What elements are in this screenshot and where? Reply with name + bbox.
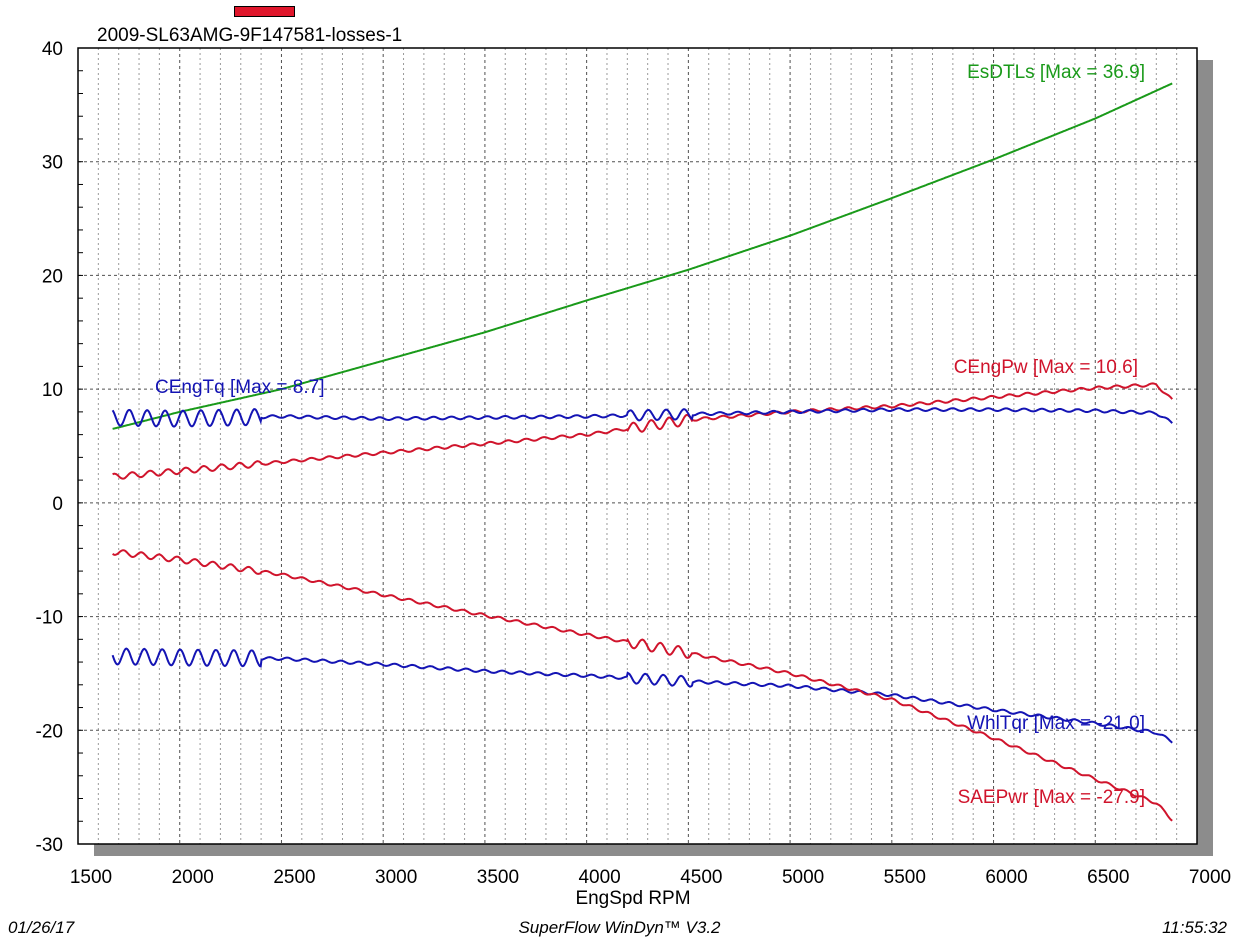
x-tick-label: 6500 [1087,867,1129,888]
series-label-saepwr: SAEPwr [Max = -27.9] [958,787,1145,808]
x-tick-label: 6000 [985,867,1027,888]
series-line-cengtq [111,407,1173,428]
series-line-whltqr [111,647,1173,744]
series-label-whltqr: WhlTqr [Max = -21.0] [967,713,1145,734]
plot-area [78,48,1197,844]
y-tick-label: -10 [36,608,63,629]
y-tick-label: -20 [36,721,63,742]
series-labels: EsDTLs [Max = 36.9] CEngPw [Max = 10.6] CE… [155,62,1145,808]
series-line-esdtls [112,82,1173,430]
series-label-cengtq: CEngTq [Max = 8.7] [155,377,325,398]
x-axis-label: EngSpd RPM [575,888,690,909]
plot-border [77,47,1198,845]
y-tick-label: 40 [42,39,63,60]
x-tick-label: 3000 [375,867,417,888]
x-tick-label: 1500 [70,867,112,888]
series-line-cengpw [112,382,1173,480]
x-tick-label: 4000 [578,867,620,888]
x-tick-label: 5500 [884,867,926,888]
y-tick-label: 10 [42,380,63,401]
x-axis-ticks: 1500 2000 2500 3000 3500 4000 4500 5000 5500 6000… [70,867,1231,888]
x-tick-label: 2500 [273,867,315,888]
chart-title: 2009-SL63AMG-9F147581-losses-1 [97,25,403,46]
x-tick-label: 4500 [680,867,722,888]
footer-time: 11:55:32 [1162,918,1227,937]
series-lines [111,82,1173,822]
y-tick-label: -30 [36,835,63,856]
plot-frame [77,47,1198,845]
series-label-cengpw: CEngPw [Max = 10.6] [954,357,1138,378]
series-label-esdtls: EsDTLs [Max = 36.9] [967,62,1145,83]
x-tick-label: 5000 [782,867,824,888]
x-tick-label: 7000 [1189,867,1231,888]
footer-date: 01/26/17 [8,918,75,937]
y-axis-ticks: -30 -20 -10 0 10 20 30 40 [36,39,83,856]
y-tick-label: 30 [42,153,63,174]
plot-background [78,48,1197,844]
footer-app-name: SuperFlow WinDyn™ V3.2 [518,918,721,937]
x-tick-label: 2000 [172,867,214,888]
y-tick-label: 0 [52,494,63,515]
y-tick-label: 20 [42,266,63,287]
series-line-saepwr [112,549,1173,822]
title-color-marker [234,6,295,17]
x-tick-label: 3500 [477,867,519,888]
major-gridlines [78,48,1197,844]
